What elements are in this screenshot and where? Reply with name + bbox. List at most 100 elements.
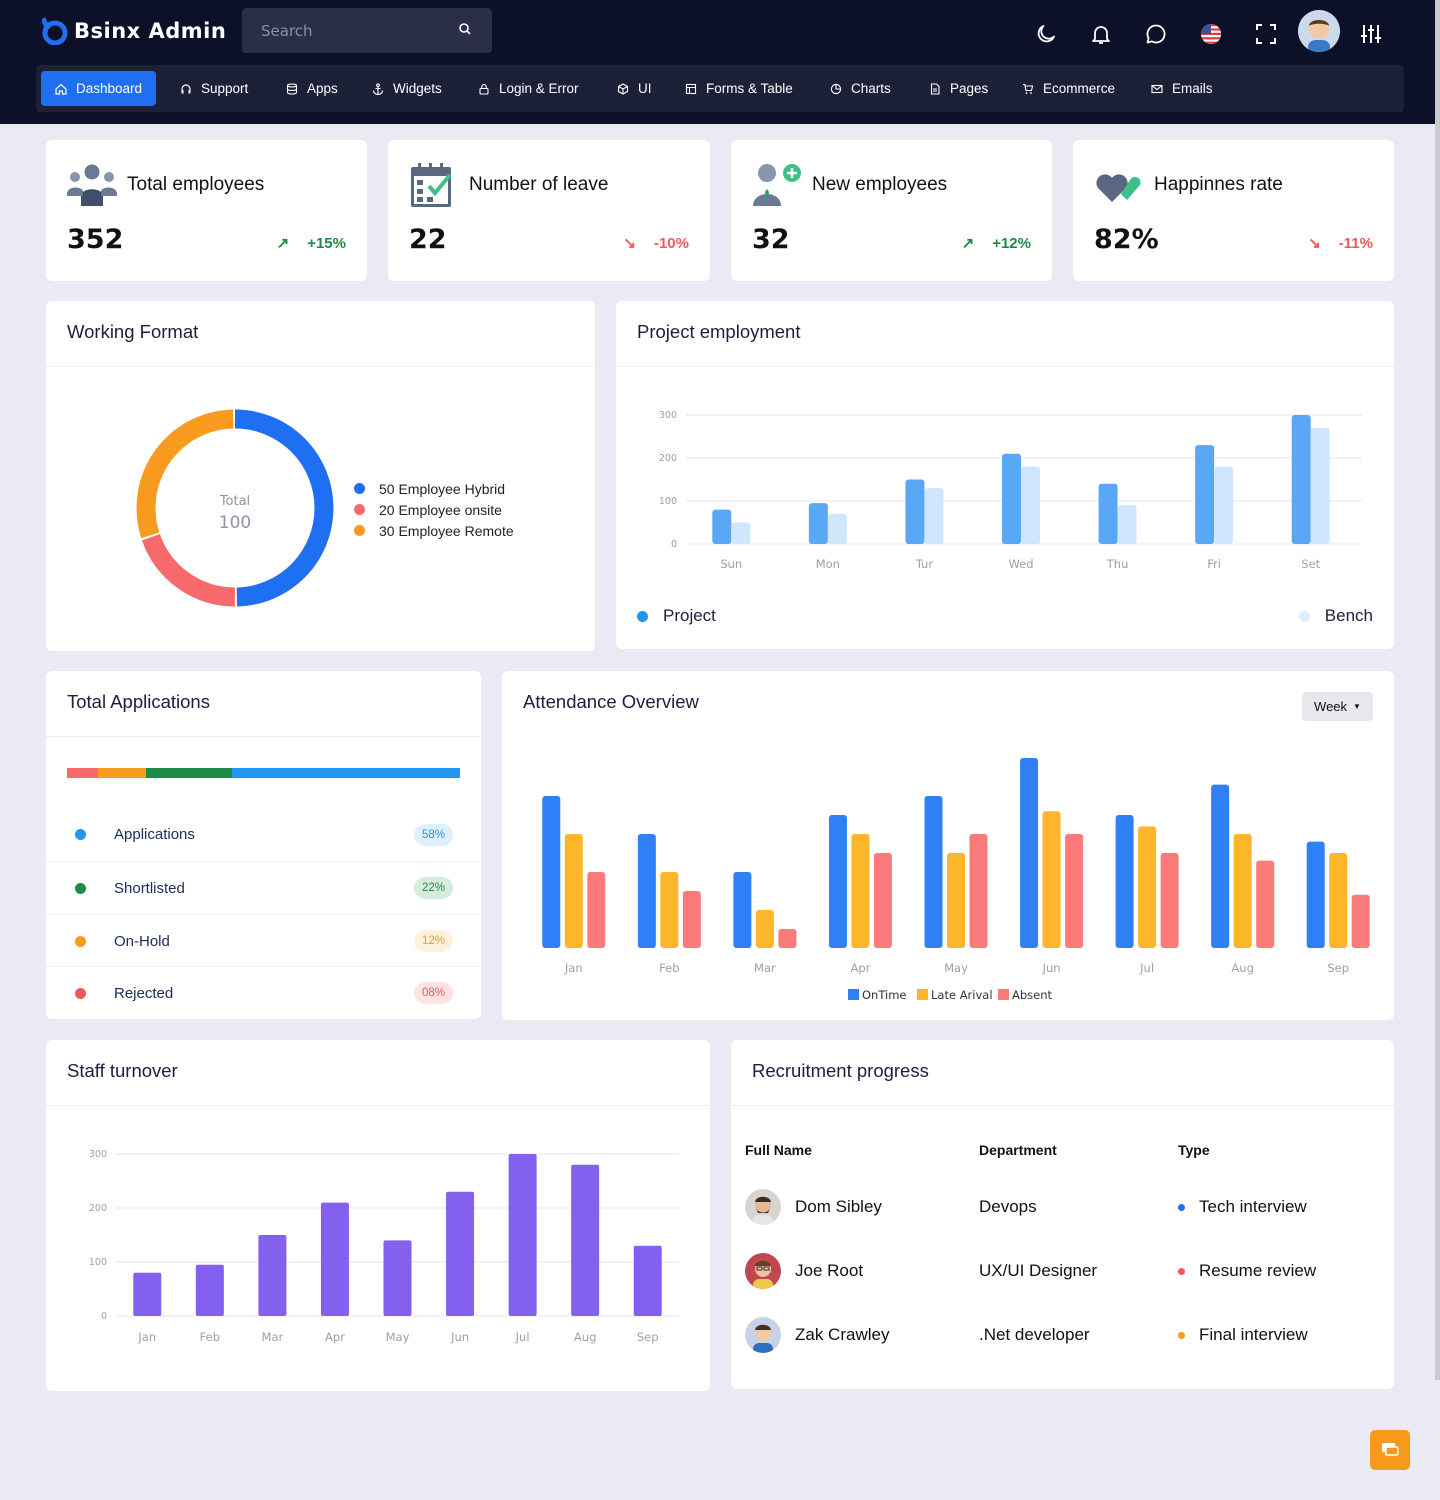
bar-late-arival [1329,853,1348,948]
card-title: Staff turnover [67,1060,178,1081]
bar [446,1191,475,1316]
nav-dashboard[interactable]: Dashboard [41,71,157,106]
nav-emails[interactable]: Emails [1137,71,1227,106]
stat-card-number-of-leave: Number of leave 22 ↘ -10% [388,140,710,281]
bar-ontime [924,796,943,948]
dark-mode-toggle[interactable] [1030,18,1062,50]
bar [383,1240,412,1316]
nav-ui[interactable]: UI [603,71,666,106]
list-item[interactable]: Applications 58% [46,808,481,861]
divider [46,1105,710,1106]
stage-dot [1178,1331,1185,1339]
nav-support[interactable]: Support [166,71,262,106]
list-item[interactable]: On-Hold 12% [46,914,481,967]
brand-logo[interactable]: Bsinx Admin [42,17,226,45]
card-title: Total Applications [67,691,210,712]
project-employment-chart: 0 100 200 300 Sun Mon Tur Wed Thu Fri Set [659,410,1362,571]
candidate-stage: Tech interview [1178,1197,1307,1217]
settings-button[interactable] [1355,18,1387,50]
messages-button[interactable] [1140,18,1172,50]
search-box[interactable] [242,8,492,53]
card-title: Attendance Overview [523,691,699,712]
main-nav: Dashboard Support Apps Widgets Login & E… [36,65,1404,112]
list-item-label: On-Hold [114,932,170,950]
nav-label: Apps [307,81,338,96]
table-row[interactable]: Dom Sibley Devops Tech interview [731,1189,1394,1229]
x-tick-label: Jul [515,1330,530,1344]
bar-absent [778,929,797,948]
stat-card-new-employees: New employees 32 ↗ +12% [731,140,1052,281]
y-tick-label: 100 [89,1257,107,1268]
table-row[interactable]: Zak Crawley .Net developer Final intervi… [731,1317,1394,1357]
legend-dot [354,483,365,494]
x-tick-label: Mar [262,1330,284,1344]
stat-title: New employees [812,174,948,195]
bar-absent [1351,894,1370,948]
nav-forms-table[interactable]: Forms & Table [671,71,807,106]
chat-fab-button[interactable] [1370,1430,1410,1470]
x-tick-label: Jun [1042,961,1061,975]
list-item-label: Rejected [114,984,174,1002]
stat-change-value: -11% [1338,234,1373,252]
candidate-department: Devops [979,1197,1037,1216]
candidate-stage: Resume review [1178,1261,1316,1281]
cube-icon [617,82,629,95]
cart-icon [1023,83,1034,94]
bar-ontime [1306,841,1325,948]
bar-absent [682,891,701,948]
period-dropdown[interactable]: Week ▼ [1302,692,1373,721]
user-avatar[interactable] [1298,10,1340,52]
list-item[interactable]: Shortlisted 22% [46,861,481,914]
page-scrollbar[interactable] [1435,0,1440,1380]
nav-charts[interactable]: Charts [816,71,905,106]
nav-widgets[interactable]: Widgets [358,71,456,106]
nav-apps[interactable]: Apps [272,71,352,106]
candidate-department: UX/UI Designer [979,1261,1098,1280]
legend-bench[interactable]: Bench [1298,606,1373,626]
nav-ecommerce[interactable]: Ecommerce [1008,71,1129,106]
y-tick-label: 300 [659,410,677,421]
bar-bench [924,488,944,544]
applications-progress-bar [67,768,460,778]
nav-label: UI [638,81,652,96]
bar [633,1245,662,1316]
x-tick-label: May [944,961,968,975]
nav-login-error[interactable]: Login & Error [464,71,593,106]
nav-pages[interactable]: Pages [915,71,1002,106]
search-icon[interactable] [458,22,472,36]
bar-late-arival [947,853,965,948]
bar-late-arival [660,872,679,948]
legend-label: Late Arival [931,988,993,1002]
lock-icon [479,83,489,95]
legend-item: 50 Employee Hybrid [354,478,514,499]
chat-bubble-icon [1146,24,1166,44]
search-input[interactable] [242,8,452,53]
x-tick-label: Feb [659,961,679,975]
bar-bench [827,513,847,544]
legend-swatch [917,989,928,1000]
legend-swatch [998,989,1009,1000]
fullscreen-button[interactable] [1250,18,1282,50]
notifications-button[interactable] [1085,18,1117,50]
legend-label: 30 Employee Remote [379,522,514,539]
stat-change: ↘ -11% [1308,234,1373,253]
language-selector[interactable] [1195,18,1227,50]
x-tick-label: Jan [564,961,583,975]
x-tick-label: Jun [450,1330,469,1344]
recruitment-progress-card: Recruitment progress Full Name Departmen… [731,1040,1394,1389]
progress-segment [98,768,146,778]
bar-ontime [637,834,656,948]
bar-project [1195,445,1215,544]
legend-project[interactable]: Project [637,606,716,626]
staff-turnover-chart: 0 100 200 300 Jan Feb Mar Apr May Jun Jul Aug Sep [89,1149,679,1344]
stat-change-value: -10% [653,234,689,252]
logo-icon [42,17,68,45]
bar-ontime [828,815,847,948]
list-item[interactable]: Rejected 08% [46,966,481,1019]
bar [133,1272,162,1316]
staff-turnover-card: Staff turnover 0 100 200 300 Jan Feb Mar Apr May… [46,1040,710,1391]
avatar-image [745,1317,781,1353]
table-row[interactable]: Joe Root UX/UI Designer Resume review [731,1253,1394,1293]
legend-dot [1298,610,1310,622]
avatar [745,1253,781,1289]
